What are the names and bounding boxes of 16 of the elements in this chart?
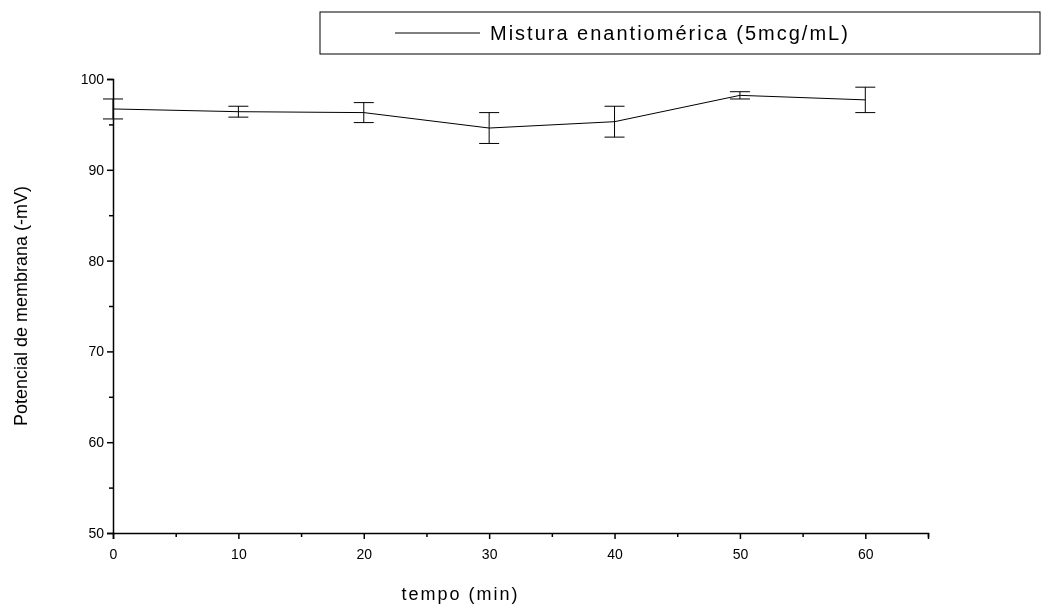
x-tick-label: 30 (481, 545, 498, 562)
y-tick-label: 90 (88, 161, 105, 178)
x-tick-label: 0 (109, 545, 118, 562)
y-tick-label: 80 (88, 252, 105, 269)
x-tick-label: 60 (858, 545, 874, 562)
x-tick-label: 10 (231, 545, 247, 562)
y-tick-label: 50 (88, 524, 105, 541)
y-tick-label: 100 (80, 70, 105, 87)
x-tick-label: 50 (732, 545, 749, 562)
x-tick-label: 20 (356, 545, 373, 562)
legend-label: Mistura enantiomérica (5mcg/mL) (490, 22, 850, 44)
y-axis-title: Potencial de membrana (-mV) (11, 185, 31, 427)
y-tick-label: 70 (88, 343, 105, 360)
x-tick-label: 40 (607, 545, 624, 562)
y-tick-label: 60 (88, 434, 105, 451)
x-axis-title: tempo (min) (401, 584, 520, 604)
